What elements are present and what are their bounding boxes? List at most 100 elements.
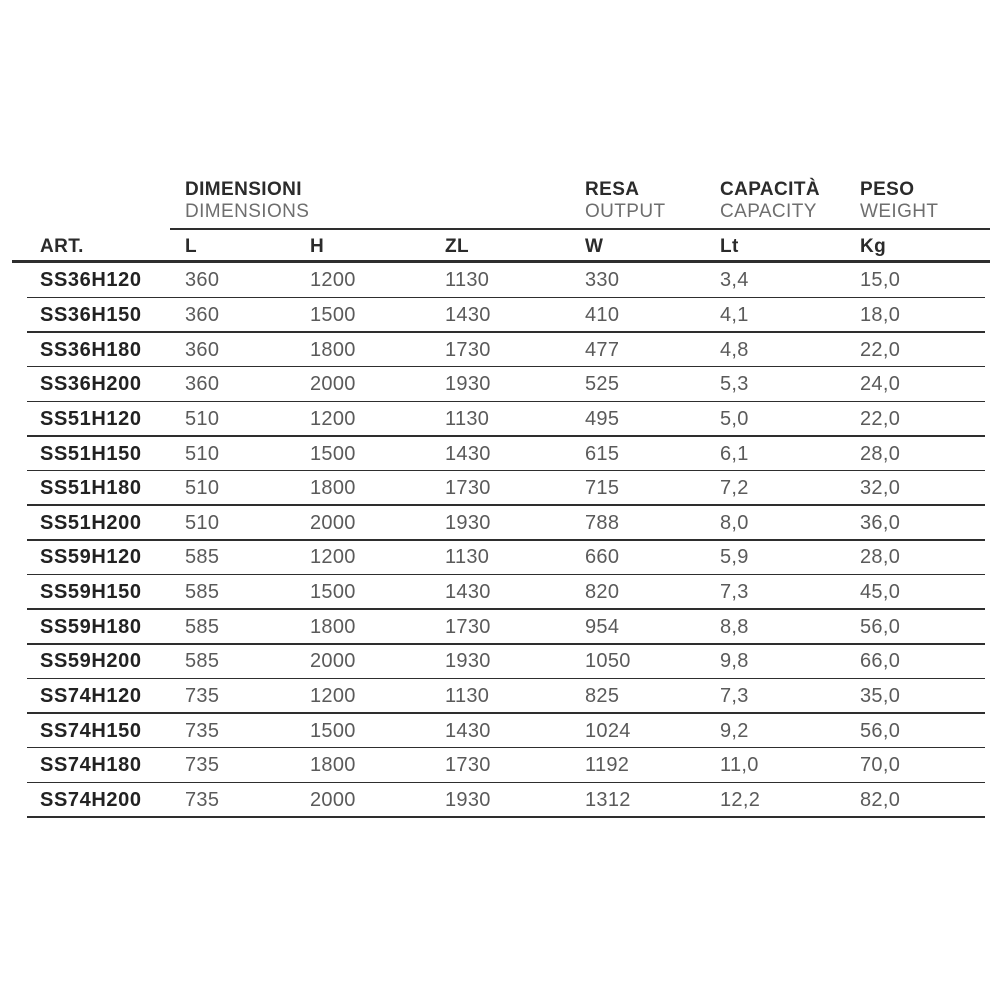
- cell-value: 585: [185, 615, 220, 638]
- cell-value: 585: [185, 581, 220, 604]
- cell-value: 1730: [445, 338, 491, 361]
- group-header-weight: PESO WEIGHT: [845, 178, 990, 223]
- cell-value: 15,0: [860, 269, 901, 292]
- column-header-zl: ZL: [445, 236, 470, 257]
- group-subtitle-output: OUTPUT: [585, 201, 666, 222]
- cell-value: 32,0: [860, 477, 901, 500]
- cell-value: 1730: [445, 615, 491, 638]
- cell-value: 1430: [445, 581, 491, 604]
- cell-value: 1024: [585, 719, 631, 742]
- cell-value: 735: [185, 685, 220, 707]
- cell-value: 36,0: [860, 511, 901, 534]
- cell-value: 360: [185, 338, 220, 361]
- table-row: SS59H150 585 1500 1430 820 7,3 45,0: [12, 575, 990, 610]
- cell-value: 4,1: [720, 303, 749, 326]
- cell-value: 3,4: [720, 269, 749, 292]
- table-body: SS36H120 360 1200 1130 330 3,4 15,0 SS36H150 360…: [12, 264, 990, 818]
- cell-value: 1130: [445, 546, 490, 569]
- column-header-h: H: [310, 236, 325, 257]
- cell-value: 1192: [585, 754, 630, 777]
- article-code: SS59H200: [40, 650, 142, 673]
- cell-value: 820: [585, 581, 620, 604]
- table-row: SS74H150 735 1500 1430 1024 9,2 56,0: [12, 714, 990, 749]
- cell-value: 7,3: [720, 685, 749, 707]
- group-header-dimensions: DIMENSIONI DIMENSIONS: [170, 178, 570, 223]
- cell-value: 1130: [445, 407, 490, 430]
- cell-value: 1930: [445, 788, 491, 811]
- cell-value: 1430: [445, 303, 491, 326]
- group-header-underline: [170, 228, 990, 230]
- cell-value: 11,0: [720, 754, 759, 777]
- cell-value: 5,9: [720, 546, 749, 569]
- group-subtitle-capacity: CAPACITY: [720, 201, 817, 222]
- column-header-row: ART. L H ZL W Lt Kg: [12, 231, 990, 260]
- article-code: SS59H150: [40, 581, 142, 604]
- cell-value: 5,0: [720, 407, 749, 430]
- cell-value: 1800: [310, 754, 356, 777]
- cell-value: 7,2: [720, 477, 749, 500]
- article-code: SS59H120: [40, 546, 142, 569]
- cell-value: 1200: [310, 546, 356, 569]
- cell-value: 5,3: [720, 373, 749, 396]
- table-row: SS74H180 735 1800 1730 1192 11,0 70,0: [12, 748, 990, 783]
- cell-value: 477: [585, 338, 620, 361]
- cell-value: 8,0: [720, 511, 749, 534]
- article-code: SS36H150: [40, 303, 142, 326]
- article-code: SS51H180: [40, 477, 142, 500]
- group-title-capacita: CAPACITÀ: [720, 179, 820, 200]
- cell-value: 1430: [445, 442, 491, 465]
- table-row: SS36H180 360 1800 1730 477 4,8 22,0: [12, 333, 990, 368]
- cell-value: 510: [185, 407, 220, 430]
- cell-value: 360: [185, 269, 220, 292]
- group-header-output: RESA OUTPUT: [570, 178, 705, 223]
- cell-value: 28,0: [860, 442, 901, 465]
- cell-value: 1312: [585, 788, 631, 811]
- cell-value: 735: [185, 788, 220, 811]
- cell-value: 35,0: [860, 685, 901, 707]
- cell-value: 585: [185, 650, 220, 673]
- table-row: SS36H200 360 2000 1930 525 5,3 24,0: [12, 367, 990, 402]
- table-row: SS51H150 510 1500 1430 615 6,1 28,0: [12, 437, 990, 472]
- cell-value: 2000: [310, 511, 356, 534]
- cell-value: 1800: [310, 615, 356, 638]
- article-code: SS51H150: [40, 442, 142, 465]
- cell-value: 495: [585, 407, 620, 430]
- column-header-l: L: [185, 236, 198, 257]
- cell-value: 8,8: [720, 615, 749, 638]
- table-row: SS59H120 585 1200 1130 660 5,9 28,0: [12, 541, 990, 576]
- group-header-row: DIMENSIONI DIMENSIONS RESA OUTPUT CAPACI…: [12, 178, 990, 228]
- table-row: SS36H150 360 1500 1430 410 4,1 18,0: [12, 298, 990, 333]
- cell-value: 1500: [310, 303, 356, 326]
- cell-value: 22,0: [860, 407, 901, 430]
- cell-value: 1200: [310, 685, 356, 707]
- cell-value: 22,0: [860, 338, 901, 361]
- cell-value: 82,0: [860, 788, 901, 811]
- cell-value: 12,2: [720, 788, 761, 811]
- cell-value: 24,0: [860, 373, 901, 396]
- article-code: SS36H120: [40, 269, 142, 292]
- cell-value: 1500: [310, 442, 356, 465]
- cell-value: 1930: [445, 373, 491, 396]
- cell-value: 66,0: [860, 650, 901, 673]
- cell-value: 954: [585, 615, 620, 638]
- cell-value: 1130: [445, 269, 490, 292]
- article-code: SS51H200: [40, 511, 142, 534]
- cell-value: 1200: [310, 269, 356, 292]
- cell-value: 735: [185, 719, 220, 742]
- cell-value: 1050: [585, 650, 631, 673]
- table-row: SS36H120 360 1200 1130 330 3,4 15,0: [12, 264, 990, 299]
- cell-value: 1200: [310, 407, 356, 430]
- cell-value: 2000: [310, 650, 356, 673]
- cell-value: 660: [585, 546, 620, 569]
- cell-value: 6,1: [720, 442, 749, 465]
- cell-value: 56,0: [860, 615, 901, 638]
- table-row: SS74H120 735 1200 1130 825 7,3 35,0: [12, 679, 990, 714]
- cell-value: 4,8: [720, 338, 749, 361]
- article-code: SS51H120: [40, 407, 142, 430]
- article-code: SS59H180: [40, 615, 142, 638]
- cell-value: 1800: [310, 338, 356, 361]
- cell-value: 715: [585, 477, 620, 500]
- cell-value: 825: [585, 685, 620, 707]
- cell-value: 9,2: [720, 719, 749, 742]
